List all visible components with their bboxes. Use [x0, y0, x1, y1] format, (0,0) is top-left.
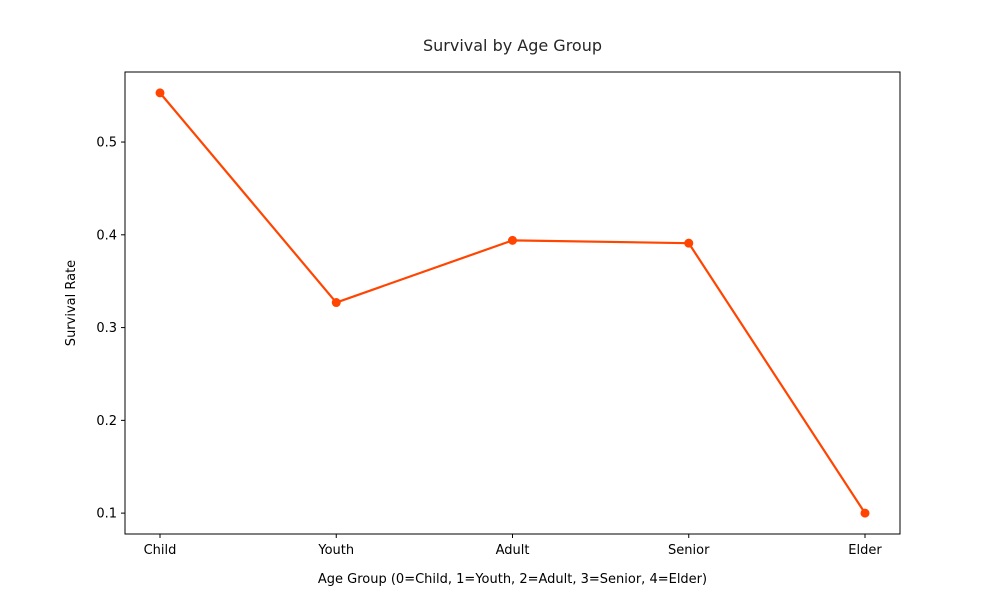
y-tick-label: 0.2 — [96, 414, 117, 429]
x-axis-ticks: Child Youth Adult Senior Elder — [144, 534, 882, 558]
data-point-youth — [331, 298, 341, 308]
y-tick-label: 0.4 — [96, 228, 117, 243]
y-tick-label: 0.1 — [96, 507, 117, 522]
y-tick-label: 0.3 — [96, 321, 117, 336]
x-tick-label: Child — [144, 543, 177, 558]
x-tick-label: Youth — [317, 543, 354, 558]
y-axis-ticks: 0.1 0.2 0.3 0.4 0.5 — [96, 136, 125, 522]
data-point-elder — [860, 508, 870, 518]
x-tick-label: Senior — [668, 543, 710, 558]
plot-area-frame — [124, 71, 901, 535]
x-axis-label: Age Group (0=Child, 1=Youth, 2=Adult, 3=… — [318, 572, 707, 587]
y-axis-label: Survival Rate — [64, 260, 79, 346]
x-tick-label: Adult — [496, 543, 530, 558]
data-point-child — [155, 88, 165, 98]
series-layer — [155, 88, 870, 518]
data-point-adult — [508, 235, 517, 245]
x-tick-label: Elder — [848, 543, 882, 558]
y-tick-label: 0.5 — [96, 136, 117, 151]
data-point-senior — [684, 238, 694, 248]
chart-title: Survival by Age Group — [423, 36, 602, 55]
